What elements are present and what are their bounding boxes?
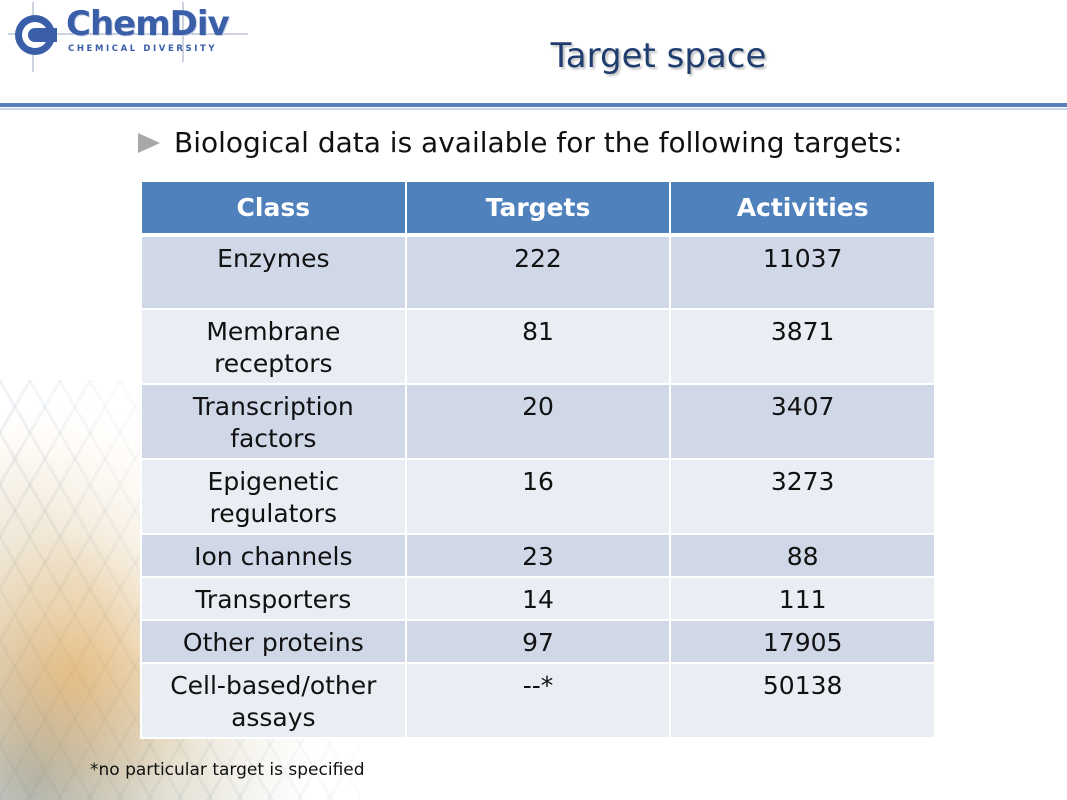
title-divider-shadow [0, 108, 1067, 110]
chemdiv-logo: ChemDiv CHEMICAL DIVERSITY [8, 2, 258, 72]
cell-class: Epigenetic regulators [140, 458, 407, 535]
table-row: Transporters 14 111 [140, 576, 936, 621]
targets-table: Class Targets Activities Enzymes 222 110… [140, 180, 936, 739]
header-class: Class [140, 180, 407, 237]
cell-activities: 3871 [669, 308, 936, 385]
header-targets: Targets [404, 180, 672, 237]
cell-targets: 222 [404, 234, 672, 310]
footnote: *no particular target is specified [90, 760, 365, 780]
table-row: Transcription factors 20 3407 [140, 383, 936, 460]
logo-mark-icon [8, 2, 248, 72]
cell-class: Enzymes [140, 234, 407, 310]
cell-class: Membrane receptors [140, 308, 407, 385]
logo-tagline: CHEMICAL DIVERSITY [68, 44, 218, 54]
table-row: Ion channels 23 88 [140, 533, 936, 578]
cell-class: Transcription factors [140, 383, 407, 460]
logo-name: ChemDiv [66, 4, 230, 44]
cell-targets: 97 [404, 619, 672, 664]
table-header-row: Class Targets Activities [140, 180, 936, 237]
cell-targets: 81 [404, 308, 672, 385]
cell-class: Other proteins [140, 619, 407, 664]
cell-targets: 16 [404, 458, 672, 535]
cell-activities: 3407 [669, 383, 936, 460]
cell-targets: 20 [404, 383, 672, 460]
table-row: Membrane receptors 81 3871 [140, 308, 936, 385]
table-row: Enzymes 222 11037 [140, 234, 936, 310]
cell-class: Transporters [140, 576, 407, 621]
page-title: Target space [550, 36, 767, 76]
cell-targets: 14 [404, 576, 672, 621]
cell-targets: --* [404, 662, 672, 739]
table-row: Epigenetic regulators 16 3273 [140, 458, 936, 535]
bullet-point: Biological data is available for the fol… [138, 126, 903, 159]
cell-class: Ion channels [140, 533, 407, 578]
cell-activities: 111 [669, 576, 936, 621]
title-divider [0, 103, 1067, 107]
table-row: Cell-based/other assays --* 50138 [140, 662, 936, 739]
cell-targets: 23 [404, 533, 672, 578]
cell-activities: 3273 [669, 458, 936, 535]
cell-class: Cell-based/other assays [140, 662, 407, 739]
bullet-text: Biological data is available for the fol… [174, 126, 903, 159]
cell-activities: 17905 [669, 619, 936, 664]
table-row: Other proteins 97 17905 [140, 619, 936, 664]
cell-activities: 11037 [669, 234, 936, 310]
bullet-arrow-icon [138, 132, 160, 153]
cell-activities: 88 [669, 533, 936, 578]
cell-activities: 50138 [669, 662, 936, 739]
header-activities: Activities [669, 180, 936, 237]
